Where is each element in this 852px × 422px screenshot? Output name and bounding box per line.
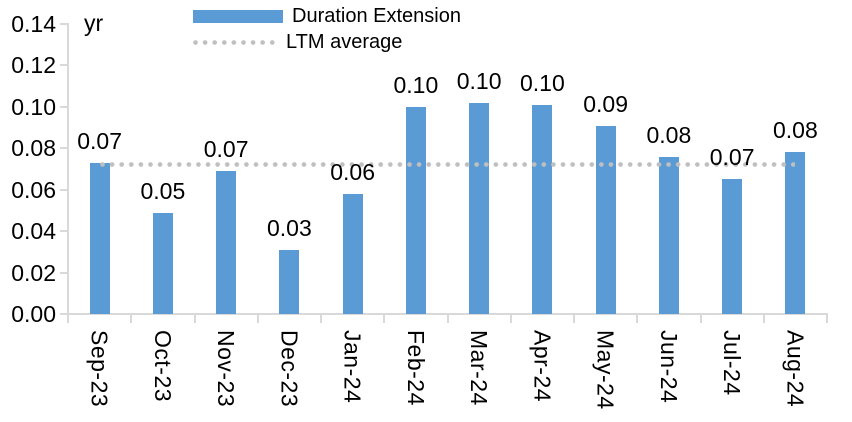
legend-label-ltm-average: LTM average: [286, 30, 403, 53]
x-axis-label-feb-24: Feb-24: [402, 330, 429, 406]
data-label-jan-24: 0.06: [330, 158, 375, 185]
x-tick-mark: [636, 313, 639, 323]
bar-apr-24: [532, 104, 553, 314]
bar-sep-23: [89, 162, 110, 314]
data-label-oct-23: 0.05: [140, 177, 186, 204]
bar-oct-23: [152, 212, 173, 314]
data-label-feb-24: 0.10: [393, 71, 439, 98]
x-axis-label-aug-24: Aug-24: [782, 330, 809, 408]
bar-feb-24: [405, 106, 426, 314]
y-tick-mark: [60, 147, 67, 150]
x-axis-label-jan-24: Jan-24: [339, 330, 366, 404]
x-tick-mark: [130, 313, 133, 323]
x-tick-mark: [320, 313, 322, 323]
x-axis-label-may-24: May-24: [592, 330, 619, 410]
x-tick-mark: [826, 313, 828, 323]
legend-item-ltm-average: LTM average: [193, 29, 461, 55]
x-tick-mark: [193, 313, 196, 323]
data-label-dec-23: 0.03: [266, 214, 312, 241]
ltm-average-line: [99, 162, 796, 168]
y-tick-mark: [60, 64, 67, 67]
data-label-mar-24: 0.10: [456, 67, 502, 94]
bar-may-24: [595, 125, 616, 314]
bar-aug-24: [785, 152, 806, 314]
x-tick-mark: [573, 313, 575, 323]
data-label-may-24: 0.09: [583, 90, 628, 117]
legend-label-duration-extension: Duration Extension: [292, 4, 461, 27]
bar-dec-23: [279, 249, 300, 314]
bar-jul-24: [722, 179, 743, 314]
x-axis-label-jul-24: Jul-24: [719, 330, 746, 396]
legend: Duration Extension LTM average: [193, 3, 461, 55]
data-label-aug-24: 0.08: [772, 117, 818, 144]
data-label-nov-23: 0.07: [203, 136, 249, 163]
legend-swatch-bar: [193, 9, 283, 23]
y-tick-label: 0.14: [11, 11, 56, 37]
bar-mar-24: [469, 102, 490, 314]
data-label-jul-24: 0.07: [709, 144, 755, 171]
y-tick-label: 0.06: [11, 176, 56, 203]
x-axis-label-dec-23: Dec-23: [276, 330, 303, 408]
y-tick-label: 0.12: [11, 52, 56, 79]
x-tick-mark: [446, 313, 449, 323]
y-tick-mark: [60, 105, 67, 108]
x-axis-label-sep-23: Sep-23: [86, 330, 113, 408]
x-axis-label-nov-23: Nov-23: [213, 330, 240, 408]
x-tick-mark: [699, 313, 702, 323]
y-axis-unit-label: yr: [84, 10, 104, 36]
y-tick-label: 0.10: [11, 93, 56, 120]
bar-jun-24: [658, 156, 679, 314]
y-tick-mark: [60, 271, 67, 274]
legend-swatch-dotted-line: [193, 39, 277, 45]
x-axis-label-oct-23: Oct-23: [149, 330, 176, 403]
x-tick-mark: [383, 313, 386, 323]
y-tick-label: 0.02: [11, 259, 56, 286]
y-tick-label: 0.08: [11, 135, 56, 162]
legend-item-duration-extension: Duration Extension: [193, 3, 461, 29]
data-label-sep-23: 0.07: [77, 127, 122, 154]
bar-jan-24: [342, 193, 363, 314]
y-tick-mark: [60, 188, 67, 191]
y-tick-label: 0.00: [11, 301, 56, 327]
x-tick-mark: [762, 313, 765, 323]
y-tick-mark: [60, 313, 67, 315]
bar-nov-23: [216, 171, 237, 314]
data-label-apr-24: 0.10: [519, 69, 565, 96]
y-tick-mark: [60, 230, 67, 233]
y-tick-label: 0.04: [11, 218, 56, 245]
x-tick-mark: [256, 313, 259, 323]
data-label-jun-24: 0.08: [646, 121, 692, 148]
x-tick-mark: [67, 313, 69, 323]
x-tick-mark: [509, 313, 512, 323]
x-axis-label-jun-24: Jun-24: [655, 330, 682, 404]
x-axis-label-apr-24: Apr-24: [529, 330, 556, 403]
y-axis-line: [67, 23, 69, 315]
x-axis-label-mar-24: Mar-24: [466, 330, 493, 406]
y-tick-mark: [60, 23, 67, 25]
